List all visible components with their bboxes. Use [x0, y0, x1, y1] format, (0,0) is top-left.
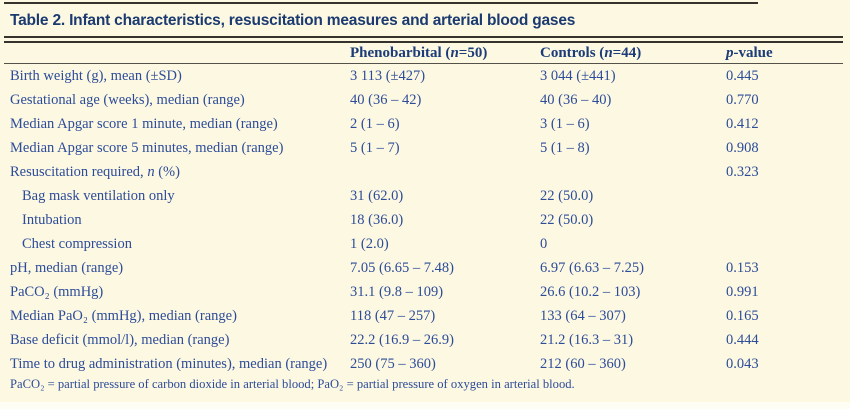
column-header-italic-n: n	[604, 45, 613, 61]
controls-value: 133 (64 – 307)	[540, 308, 626, 324]
row-label: Resuscitation required, n (%)	[10, 164, 180, 180]
phenobarbital-value: 22.2 (16.9 – 26.9)	[350, 332, 454, 348]
column-header-p-value: p-value	[726, 43, 850, 63]
row-label: Bag mask ventilation only	[22, 188, 175, 204]
table-row: Base deficit (mmol/l), median (range) 22.…	[0, 328, 850, 352]
controls-value: 22 (50.0)	[540, 212, 594, 228]
page-edge	[0, 402, 850, 409]
table-rows: Birth weight (g), mean (±SD) 3 113 (±427)…	[0, 64, 850, 376]
phenobarbital-value: 2 (1 – 6)	[350, 116, 400, 132]
column-header-text: =50)	[458, 45, 488, 61]
p-value: 0.043	[726, 356, 759, 372]
p-value: 0.323	[726, 164, 759, 180]
row-label: Gestational age (weeks), median (range)	[10, 92, 245, 108]
controls-value: 3 044 (±441)	[540, 68, 616, 84]
table-row: Gestational age (weeks), median (range) 4…	[0, 88, 850, 112]
p-value: 0.908	[726, 140, 759, 156]
title-rule	[4, 36, 843, 43]
column-header-phenobarbital: Phenobarbital (n=50)	[350, 43, 540, 63]
phenobarbital-value: 18 (36.0)	[350, 212, 404, 228]
p-value: 0.444	[726, 332, 759, 348]
controls-value: 6.97 (6.63 – 7.25)	[540, 260, 644, 276]
column-header-text: -value	[733, 45, 773, 61]
controls-value	[540, 160, 726, 184]
row-label: pH, median (range)	[10, 260, 124, 276]
p-value: 0.412	[726, 116, 759, 132]
row-label: Birth weight (g), mean (±SD)	[10, 68, 182, 84]
row-label: Time to drug administration (minutes), m…	[10, 356, 328, 372]
table-row: Chest compression 1 (2.0) 0	[0, 232, 850, 256]
row-label-italic: n	[147, 164, 155, 180]
phenobarbital-value: 7.05 (6.65 – 7.48)	[350, 260, 454, 276]
p-value: 0.165	[726, 308, 759, 324]
controls-value: 5 (1 – 8)	[540, 140, 590, 156]
table-row: Resuscitation required, n (%) 0.323	[0, 160, 850, 184]
table-row: Median Apgar score 1 minute, median (ran…	[0, 112, 850, 136]
p-value	[726, 232, 850, 256]
controls-value: 40 (36 – 40)	[540, 92, 612, 108]
row-label: Chest compression	[22, 236, 132, 252]
table-title: Table 2. Infant characteristics, resusci…	[10, 12, 576, 29]
row-label: PaCO₂ (mmHg)	[10, 284, 104, 300]
column-header-text: Phenobarbital (	[350, 45, 451, 61]
table-row: Median PaO₂ (mmHg), median (range) 118 (4…	[0, 304, 850, 328]
row-label: Median Apgar score 1 minute, median (ran…	[10, 116, 278, 132]
phenobarbital-value: 118 (47 – 257)	[350, 308, 436, 324]
phenobarbital-value: 40 (36 – 42)	[350, 92, 422, 108]
table-header-row: Phenobarbital (n=50) Controls (n=44) p-v…	[0, 43, 850, 63]
row-label: Median Apgar score 5 minutes, median (ra…	[10, 140, 284, 156]
controls-value: 212 (60 – 360)	[540, 356, 626, 372]
row-label: Base deficit (mmol/l), median (range)	[10, 332, 230, 348]
phenobarbital-value: 250 (75 – 360)	[350, 356, 436, 372]
column-header-italic-n: n	[450, 45, 459, 61]
table-row: pH, median (range) 7.05 (6.65 – 7.48) 6.97…	[0, 256, 850, 280]
table-row: Time to drug administration (minutes), m…	[0, 352, 850, 376]
phenobarbital-value	[350, 160, 540, 184]
table-row: Median Apgar score 5 minutes, median (ra…	[0, 136, 850, 160]
row-label: Median PaO₂ (mmHg), median (range)	[10, 308, 237, 324]
column-header-text: Controls (	[540, 45, 605, 61]
p-value: 0.770	[726, 92, 759, 108]
controls-value: 3 (1 – 6)	[540, 116, 590, 132]
phenobarbital-value: 1 (2.0)	[350, 236, 389, 252]
top-rule	[4, 2, 758, 4]
p-value: 0.445	[726, 68, 759, 84]
p-value: 0.991	[726, 284, 759, 300]
p-value	[726, 184, 850, 208]
phenobarbital-value: 31 (62.0)	[350, 188, 404, 204]
column-header-italic-p: p	[726, 45, 734, 61]
phenobarbital-value: 31.1 (9.8 – 109)	[350, 284, 444, 300]
controls-value: 26.6 (10.2 – 103)	[540, 284, 641, 300]
header-rule	[4, 63, 843, 64]
controls-value: 0	[540, 236, 548, 252]
table-row: PaCO₂ (mmHg) 31.1 (9.8 – 109) 26.6 (10.2 –…	[0, 280, 850, 304]
table-row: Birth weight (g), mean (±SD) 3 113 (±427)…	[0, 64, 850, 88]
row-label: Intubation	[22, 212, 82, 228]
header-spacer-cell	[10, 43, 350, 63]
column-header-controls: Controls (n=44)	[540, 43, 726, 63]
table-row: Bag mask ventilation only 31 (62.0) 22 (50…	[0, 184, 850, 208]
phenobarbital-value: 5 (1 – 7)	[350, 140, 400, 156]
table-footnote: PaCO₂ = partial pressure of carbon dioxi…	[10, 377, 575, 391]
controls-value: 21.2 (16.3 – 31)	[540, 332, 634, 348]
column-header-text: =44)	[612, 45, 642, 61]
p-value: 0.153	[726, 260, 759, 276]
p-value	[726, 208, 850, 232]
controls-value: 22 (50.0)	[540, 188, 594, 204]
phenobarbital-value: 3 113 (±427)	[350, 68, 426, 84]
table-row: Intubation 18 (36.0) 22 (50.0)	[0, 208, 850, 232]
